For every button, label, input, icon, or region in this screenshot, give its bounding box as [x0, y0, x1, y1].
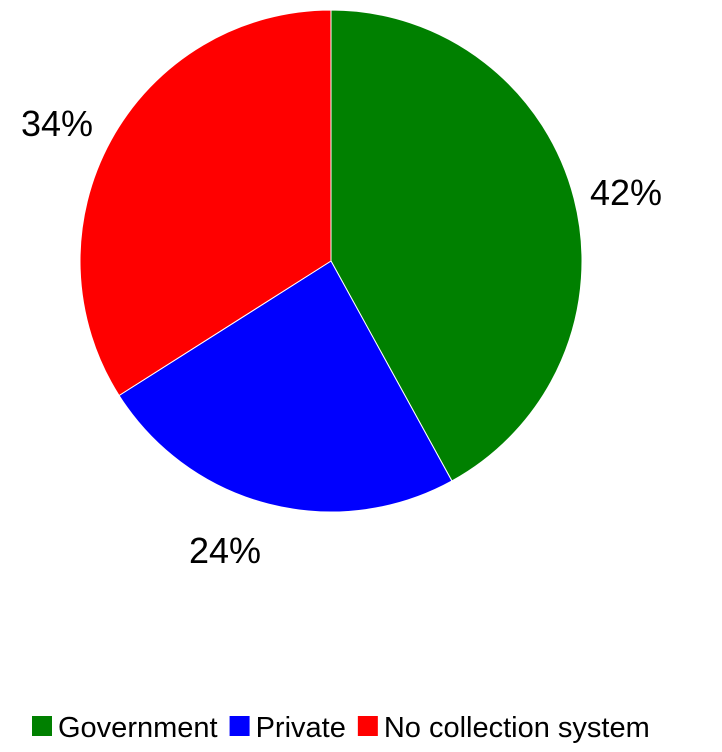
pie-slice-government — [330, 9, 583, 482]
pie-slice-no-collection-system — [79, 9, 332, 397]
legend-label-no-collection-system: No collection system — [384, 712, 650, 744]
pie-slice-private — [118, 260, 453, 513]
legend-label-government: Government — [58, 712, 218, 744]
pie-slices — [79, 9, 583, 513]
legend-swatch-private — [229, 716, 250, 736]
legend-label-private: Private — [256, 712, 346, 744]
data-label-no-collection-system: 34% — [21, 103, 93, 144]
data-label-private: 24% — [189, 530, 261, 571]
legend-swatch-no-collection-system — [357, 716, 378, 736]
legend: Government Private No collection system — [32, 712, 650, 744]
legend-swatch-government — [32, 716, 52, 736]
data-label-government: 42% — [590, 172, 662, 213]
pie-data-labels: 42% 24% 34% — [21, 103, 662, 571]
